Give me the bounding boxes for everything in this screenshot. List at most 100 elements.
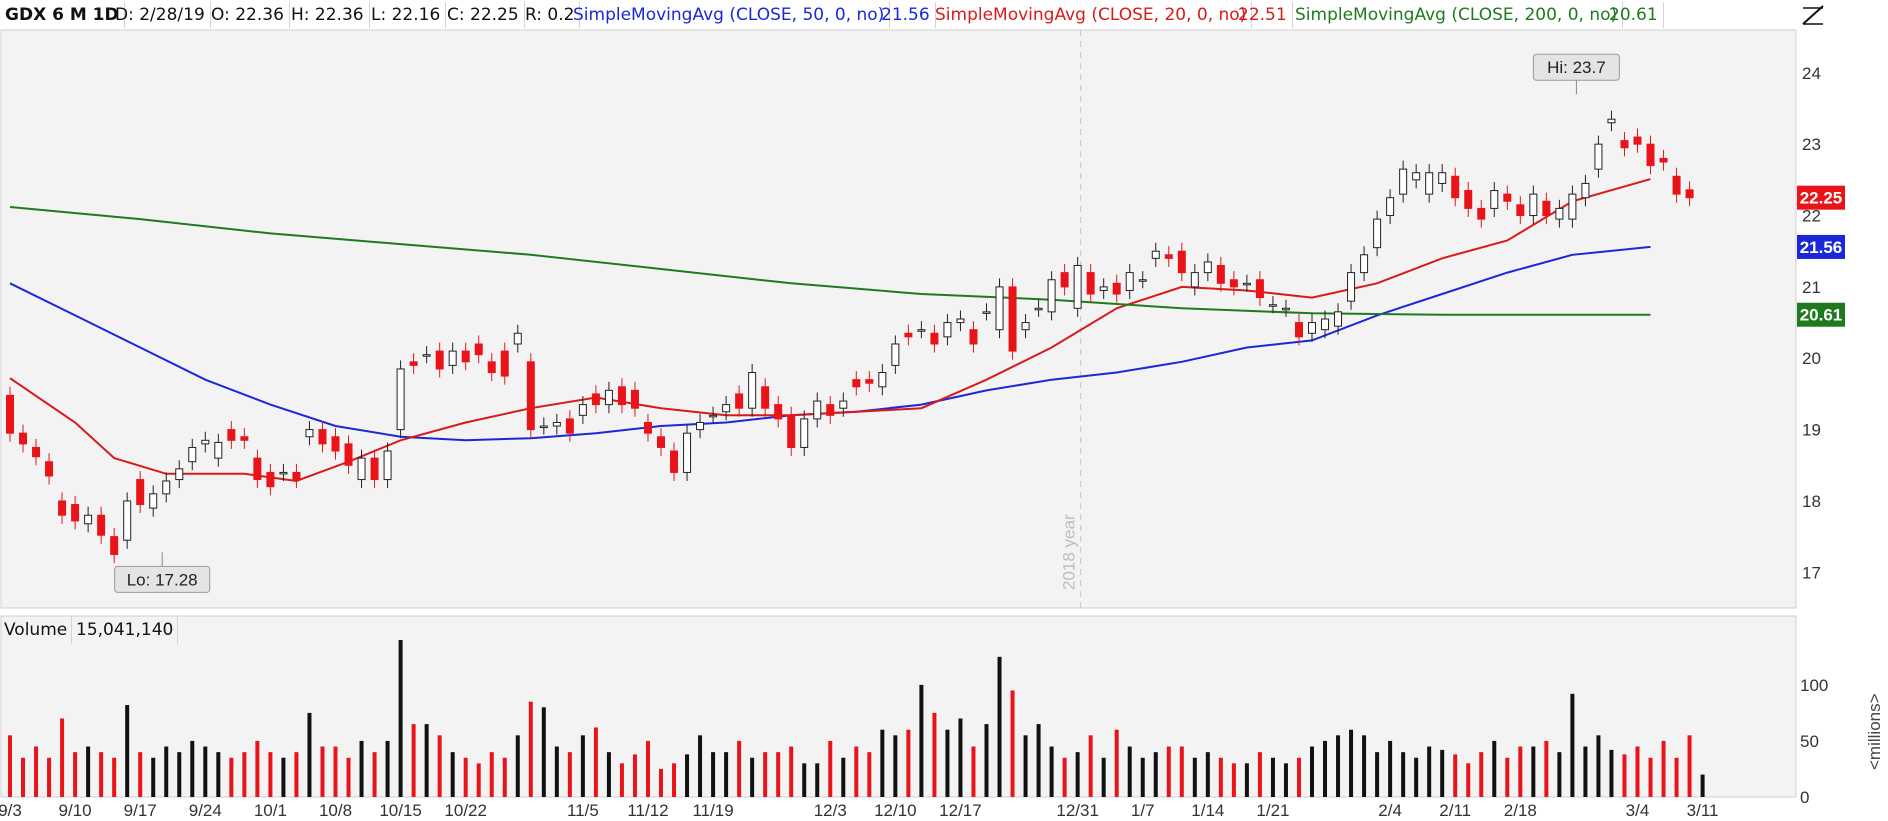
candle-down	[526, 361, 535, 431]
volume-bar	[593, 727, 598, 797]
volume-bar	[450, 752, 455, 797]
candle-up	[1203, 261, 1212, 274]
volume-bar	[1310, 746, 1314, 797]
candle-up	[552, 421, 561, 427]
drawing-tools-icon[interactable]	[1800, 2, 1826, 28]
volume-bar	[1583, 746, 1588, 797]
candle-down	[852, 379, 861, 388]
candle-up	[1360, 254, 1369, 274]
volume-bar	[854, 746, 859, 797]
volume-bar	[1114, 729, 1119, 797]
volume-bar	[1205, 752, 1210, 797]
x-tick-label: 11/12	[627, 801, 668, 820]
volume-bar	[333, 746, 338, 797]
volume-bar	[411, 724, 416, 797]
volume-bar	[554, 746, 559, 797]
candle-up	[1555, 207, 1564, 220]
lo-callout-box	[114, 565, 211, 593]
volume-bar	[1362, 735, 1367, 797]
volume-bar	[1192, 757, 1197, 797]
x-tick-label: 10/8	[319, 801, 352, 820]
volume-bar	[463, 757, 468, 797]
candle-up	[279, 471, 288, 475]
volume-bar	[1323, 740, 1328, 797]
volume-bar	[1088, 735, 1093, 797]
volume-bar	[802, 763, 807, 797]
volume-bar	[984, 724, 989, 797]
volume-bar	[1179, 746, 1184, 797]
symbol-label[interactable]: GDX 6 M 1D	[0, 2, 125, 28]
study-header: GDX 6 M 1D D: 2/28/19 O: 22.36 H: 22.36 …	[0, 0, 1888, 30]
candle-up	[800, 418, 809, 448]
candle-up	[604, 389, 613, 406]
candle-up	[982, 311, 991, 314]
volume-bar	[645, 740, 650, 797]
volume-bar	[1609, 749, 1614, 797]
x-tick-label: 11/19	[692, 801, 733, 820]
candle-up	[943, 322, 952, 338]
open-readout: O: 22.36	[206, 2, 290, 28]
volume-bar	[346, 757, 351, 797]
volume-bar	[932, 712, 937, 797]
volume-bar	[515, 735, 520, 797]
volume-header: Volume 15,041,140	[0, 616, 1796, 646]
candle-down	[1516, 204, 1525, 217]
candle-up	[748, 372, 757, 409]
candle-up	[722, 404, 731, 413]
volume-bar	[711, 752, 716, 797]
range-readout: R: 0.2	[520, 2, 581, 28]
volume-bar	[776, 752, 781, 797]
candle-up	[696, 421, 705, 431]
volume-bar	[1570, 693, 1575, 797]
volume-bar	[1700, 774, 1705, 797]
sma50-label[interactable]: SimpleMovingAvg (CLOSE, 50, 0, no)	[568, 2, 891, 28]
volume-bar	[659, 768, 663, 797]
volume-bar	[1062, 757, 1067, 797]
volume-bar	[255, 740, 260, 797]
volume-bar	[619, 763, 624, 797]
volume-bar	[1492, 740, 1497, 797]
volume-bar	[60, 718, 65, 797]
candle-up	[917, 329, 926, 332]
candle-down	[409, 361, 418, 366]
volume-bar	[580, 735, 585, 797]
volume-bar	[1622, 754, 1627, 797]
candle-up	[513, 332, 522, 345]
candle-down	[1646, 143, 1655, 167]
volume-bar	[528, 701, 533, 797]
x-tick-label: 3/4	[1626, 801, 1650, 820]
volume-bar	[372, 752, 377, 797]
sma200-price-badge: 20.61	[1800, 306, 1843, 325]
lo-callout: Lo: 17.28	[127, 570, 198, 589]
volume-bar	[541, 707, 546, 797]
volume-bar	[21, 757, 26, 797]
candle-up	[214, 441, 223, 459]
volume-bar	[177, 752, 182, 797]
candle-down	[266, 471, 275, 488]
date-readout: D: 2/28/19	[110, 2, 211, 28]
sma20-label[interactable]: SimpleMovingAvg (CLOSE, 20, 0, no)	[930, 2, 1253, 28]
volume-bar	[73, 752, 78, 797]
candle-down	[735, 393, 744, 409]
close-price-badge: 22.25	[1800, 189, 1843, 208]
candle-down	[904, 332, 913, 338]
candle-down	[292, 471, 301, 481]
volume-bar	[1244, 763, 1249, 797]
volume-bar	[1349, 729, 1354, 797]
x-tick-label: 10/1	[254, 801, 287, 820]
candle-down	[617, 386, 626, 406]
candle-down	[1112, 282, 1121, 295]
price-tick-label: 20	[1802, 349, 1821, 368]
price-tick-label: 19	[1802, 421, 1821, 440]
candle-down	[1451, 175, 1460, 199]
candle-up	[1125, 272, 1134, 291]
price-tick-label: 23	[1802, 135, 1821, 154]
volume-bar	[1531, 746, 1536, 797]
candle-down	[930, 332, 939, 345]
sma200-label[interactable]: SimpleMovingAvg (CLOSE, 200, 0, no)	[1290, 2, 1624, 28]
volume-bar	[281, 757, 286, 797]
volume-bar	[138, 752, 143, 797]
candle-up	[396, 368, 405, 431]
candle-up	[1073, 264, 1082, 309]
candle-down	[45, 461, 54, 477]
